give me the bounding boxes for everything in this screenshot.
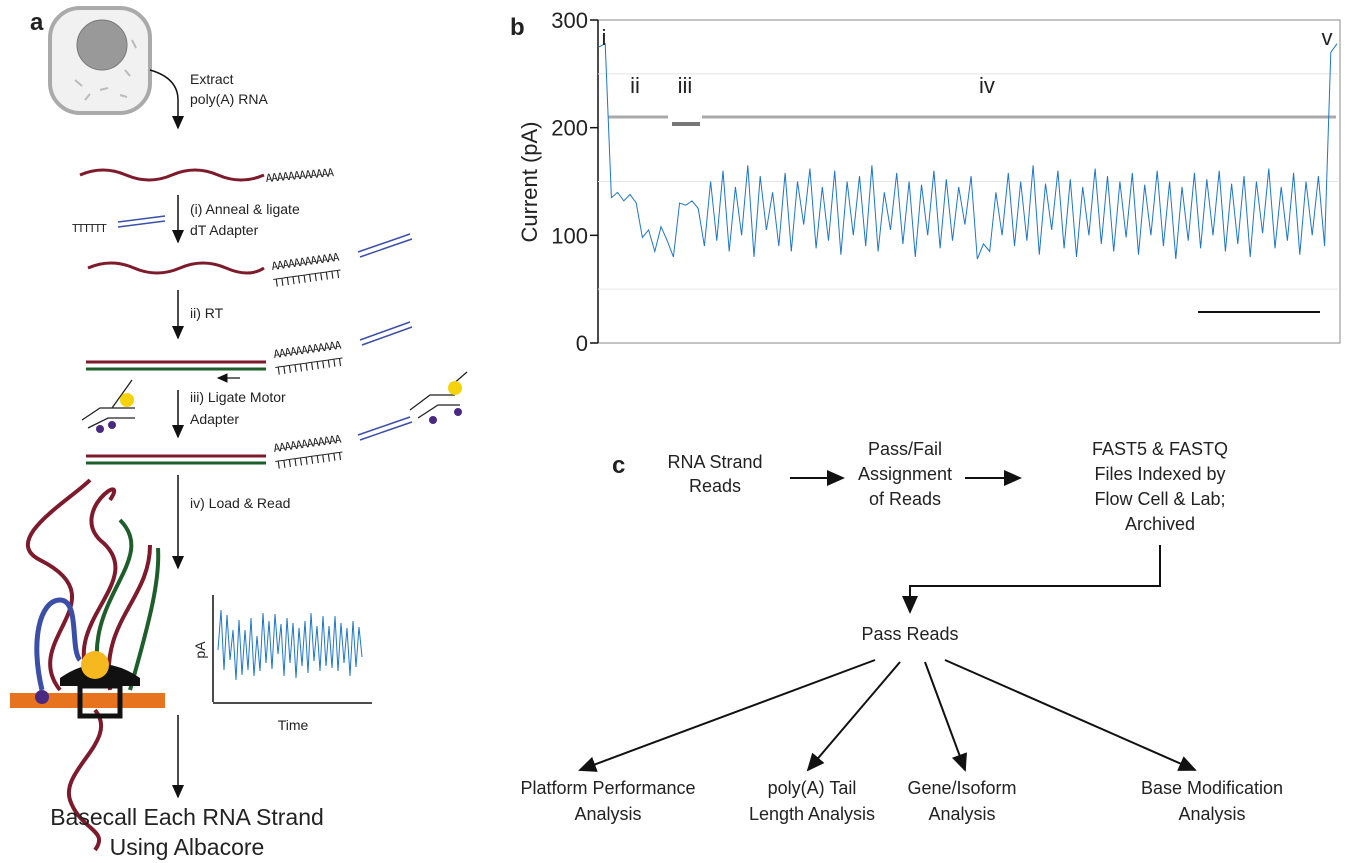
shape <box>357 416 411 436</box>
segment-label: ii <box>630 73 640 98</box>
shape <box>96 425 104 433</box>
poly-t: TTTTTT <box>72 222 107 235</box>
y-tick-label: 0 <box>576 331 588 356</box>
node-text: Pass/Fail <box>868 439 942 459</box>
node-text: Reads <box>689 476 741 496</box>
node-text: Archived <box>1125 514 1195 534</box>
step-text: iii) Ligate Motor <box>190 389 286 405</box>
arrow <box>149 69 184 130</box>
shape <box>361 326 413 346</box>
analysis-text: Gene/Isoform <box>907 778 1016 798</box>
node-text: Pass Reads <box>861 624 958 644</box>
pore-schematic <box>10 478 165 852</box>
step-text: (i) Anneal & ligate <box>190 201 300 217</box>
inset-trace <box>212 595 372 704</box>
node-text: Flow Cell & Lab; <box>1094 489 1225 509</box>
shape <box>454 408 462 416</box>
adapter <box>357 233 413 258</box>
shape <box>117 220 166 228</box>
node-text: FAST5 & FASTQ <box>1092 439 1228 459</box>
step-text: iv) Load & Read <box>190 495 290 511</box>
group <box>578 470 1197 772</box>
analysis-text: Analysis <box>1178 804 1245 824</box>
group: RNA Strand Reads Pass/Fail Assignment of… <box>520 439 1283 824</box>
panel-c: c RNA Strand Reads Pass/Fail Assignment … <box>520 439 1283 824</box>
rna <box>79 168 265 182</box>
analysis-text: Base Modification <box>1141 778 1283 798</box>
shape <box>217 609 363 681</box>
rna <box>87 261 265 275</box>
shape <box>77 683 123 719</box>
shape <box>34 597 83 691</box>
step-text: ii) RT <box>190 305 224 321</box>
segment-label: iii <box>678 73 693 98</box>
segment-label: v <box>1322 25 1333 50</box>
step-text: dT Adapter <box>190 222 259 238</box>
adapter <box>117 215 166 228</box>
panel-label: b <box>510 14 525 41</box>
adapter <box>359 321 413 346</box>
nucleus <box>76 19 128 71</box>
cell-debris <box>74 39 137 101</box>
current-trace <box>598 42 1338 260</box>
panel-a: a Extract poly(A) RNA AAAAAAAAAAAA (i) A… <box>10 6 468 860</box>
y-tick-label: 100 <box>551 223 588 248</box>
panel-label: c <box>612 452 625 479</box>
shape <box>117 215 166 223</box>
node-text: Assignment <box>858 464 952 484</box>
segment-label: i <box>602 25 607 50</box>
analysis-text: Length Analysis <box>749 804 875 824</box>
shape <box>131 39 137 49</box>
poly-a: AAAAAAAAAAAA <box>265 166 335 185</box>
result-text: Basecall Each RNA Strand <box>50 804 324 830</box>
analysis-text: Analysis <box>928 804 995 824</box>
shape <box>35 690 49 704</box>
arrow <box>578 659 876 772</box>
shape <box>25 478 152 852</box>
shape <box>119 94 128 98</box>
shape <box>120 393 134 407</box>
inset-x-label: Time <box>278 717 309 733</box>
analysis-text: Platform Performance <box>520 778 695 798</box>
node-text: RNA Strand <box>667 452 762 472</box>
inset-y-label: pA <box>192 641 208 659</box>
y-tick-label: 300 <box>551 8 588 33</box>
motor-adapter <box>409 371 468 424</box>
shape <box>10 693 165 708</box>
adapter <box>357 416 413 441</box>
analysis-text: Analysis <box>574 804 641 824</box>
step-text: poly(A) RNA <box>190 91 268 107</box>
shape <box>448 381 462 395</box>
shape <box>357 233 411 253</box>
shape <box>81 651 109 679</box>
shape <box>359 238 413 258</box>
shape <box>99 87 109 91</box>
arrow <box>902 545 1161 614</box>
motor-adapter <box>81 379 135 433</box>
step-text: Extract <box>190 71 234 87</box>
segment-label: iv <box>979 73 995 98</box>
shape <box>359 321 411 341</box>
arrow <box>944 659 1197 771</box>
y-axis-label: Current (pA) <box>517 121 542 242</box>
shape <box>84 93 91 101</box>
shape <box>108 421 116 429</box>
result-text: Using Albacore <box>110 834 265 860</box>
shape <box>81 379 135 429</box>
shape <box>124 69 131 77</box>
node-text: Files Indexed by <box>1094 464 1225 484</box>
shape <box>359 421 413 441</box>
step-text: Adapter <box>190 411 239 427</box>
arrow <box>924 661 967 772</box>
analysis-text: poly(A) Tail <box>768 778 857 798</box>
shape <box>74 79 83 87</box>
arrow <box>806 661 901 772</box>
node-text: of Reads <box>869 489 941 509</box>
shape <box>429 416 437 424</box>
y-tick-label: 200 <box>551 116 588 141</box>
panel-label: a <box>30 9 44 36</box>
